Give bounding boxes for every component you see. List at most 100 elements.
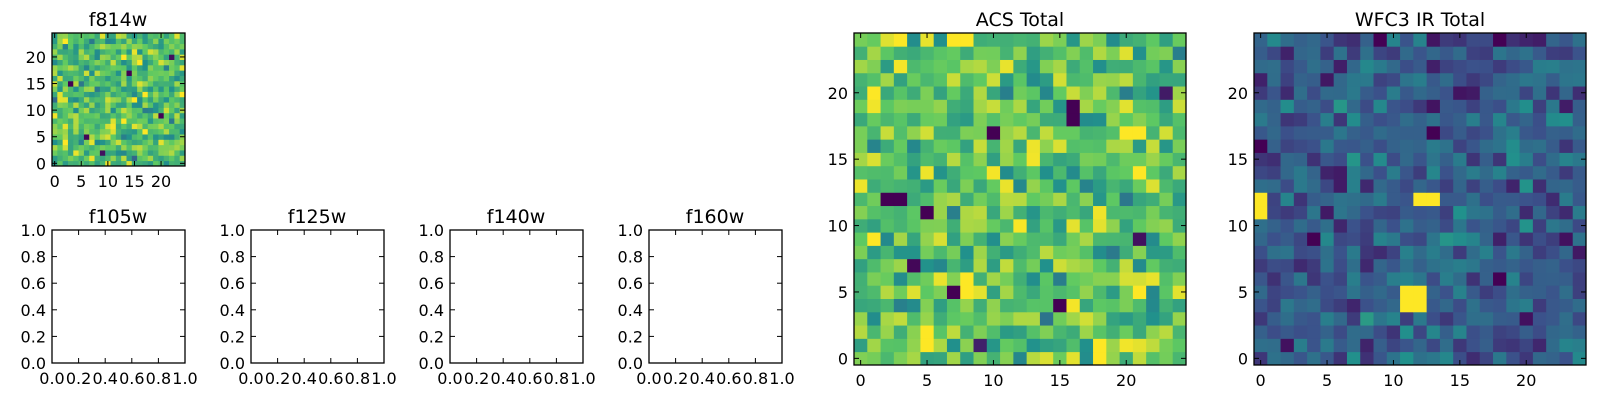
heatmap-cell (1386, 285, 1401, 299)
heatmap-cell (115, 64, 122, 71)
heatmap-cell (1360, 165, 1374, 180)
heatmap-cell (137, 43, 143, 50)
heatmap-cell (1280, 192, 1295, 207)
heatmap-cell (126, 102, 133, 108)
heatmap-cell (179, 91, 186, 98)
heatmap-cell (57, 38, 64, 45)
heatmap-cell (67, 64, 74, 71)
heatmap-cell (867, 72, 881, 87)
heatmap-cell (126, 38, 133, 45)
heatmap-cell (1079, 179, 1094, 193)
heatmap-cell (57, 123, 64, 130)
heatmap-cell (115, 160, 122, 167)
heatmap-cell (1333, 272, 1348, 286)
heatmap-cell (1400, 311, 1414, 326)
heatmap-cell (1000, 232, 1014, 246)
heatmap-cell (83, 96, 90, 103)
heatmap-cell (67, 139, 74, 146)
heatmap-cell (893, 285, 908, 299)
heatmap-cell (94, 144, 101, 151)
panel-title: f105w (89, 206, 148, 228)
heatmap-cell (153, 64, 159, 71)
heatmap-cell (89, 86, 95, 92)
heatmap-cell (1013, 218, 1028, 233)
heatmap-cell (57, 107, 64, 114)
heatmap-cell (121, 43, 127, 50)
heatmap-cell (1360, 86, 1374, 100)
heatmap-cell (126, 139, 133, 146)
heatmap-cell (1280, 46, 1295, 60)
heatmap-cell (1572, 192, 1587, 207)
heatmap-cell (1026, 258, 1041, 273)
heatmap-cell (1572, 112, 1587, 127)
heatmap-cell (1172, 258, 1187, 273)
heatmap-cell (1413, 311, 1428, 326)
heatmap-cell (986, 311, 1001, 326)
heatmap-cell (1293, 232, 1308, 246)
heatmap-cell (1426, 72, 1441, 87)
heatmap-cell (89, 59, 95, 66)
y-tick-label: 1.0 (419, 221, 444, 240)
heatmap-cell (121, 150, 127, 156)
heatmap-cell (131, 70, 138, 76)
heatmap-cell (67, 96, 74, 103)
heatmap-cell (94, 48, 101, 55)
heatmap-cell (1466, 152, 1481, 167)
heatmap-cell (893, 298, 908, 313)
heatmap-cell (1039, 205, 1054, 220)
heatmap-cell (179, 150, 186, 156)
heatmap-cell (986, 285, 1001, 299)
heatmap-cell (1333, 338, 1348, 353)
heatmap-cell (1360, 72, 1374, 87)
heatmap-cell (1132, 139, 1147, 153)
heatmap-cell (946, 86, 961, 100)
heatmap-cell (1532, 99, 1547, 114)
heatmap-cell (1093, 205, 1107, 220)
heatmap-cell (1559, 192, 1574, 207)
heatmap-cell (83, 107, 90, 114)
heatmap-cell (1360, 59, 1374, 74)
heatmap-cell (1320, 272, 1335, 286)
heatmap-cell (1293, 59, 1308, 74)
heatmap-cell (1413, 59, 1428, 74)
heatmap-cell (147, 102, 154, 108)
heatmap-cell (57, 54, 64, 60)
heatmap-cell (169, 48, 175, 55)
heatmap-cell (1320, 351, 1335, 366)
heatmap-cell (1519, 338, 1534, 353)
heatmap-cell (1400, 338, 1414, 353)
heatmap-cell (147, 43, 154, 50)
heatmap-cell (1293, 179, 1308, 193)
heatmap-cell (1413, 272, 1428, 286)
heatmap-cell (1079, 218, 1094, 233)
heatmap-cell (169, 43, 175, 50)
heatmap-cell (1093, 338, 1107, 353)
x-tick-label: 15 (124, 172, 144, 191)
heatmap-cell (169, 107, 175, 114)
heatmap-cell (57, 75, 64, 82)
heatmap-cell (1267, 86, 1281, 100)
heatmap-cell (986, 298, 1001, 313)
heatmap-cell (99, 123, 106, 130)
heatmap-cell (854, 152, 868, 167)
heatmap-cell (57, 43, 64, 50)
heatmap-cell (174, 75, 181, 82)
heatmap-cell (1373, 298, 1388, 313)
heatmap-cell (1426, 99, 1441, 114)
heatmap-cell (1426, 112, 1441, 127)
heatmap-cell (854, 46, 868, 60)
heatmap-cell (78, 134, 85, 140)
heatmap-cell (1280, 179, 1295, 193)
heatmap-cell (1346, 298, 1361, 313)
heatmap-cell (142, 150, 149, 156)
heatmap-cell (67, 54, 74, 60)
heatmap-cell (1360, 139, 1374, 153)
heatmap-cell (67, 86, 74, 92)
heatmap-cell (1293, 272, 1308, 286)
heatmap-cell (52, 139, 58, 146)
heatmap-cell (1346, 338, 1361, 353)
heatmap-cell (1066, 245, 1081, 260)
heatmap-cell (1146, 351, 1160, 366)
heatmap-cell (67, 155, 74, 162)
